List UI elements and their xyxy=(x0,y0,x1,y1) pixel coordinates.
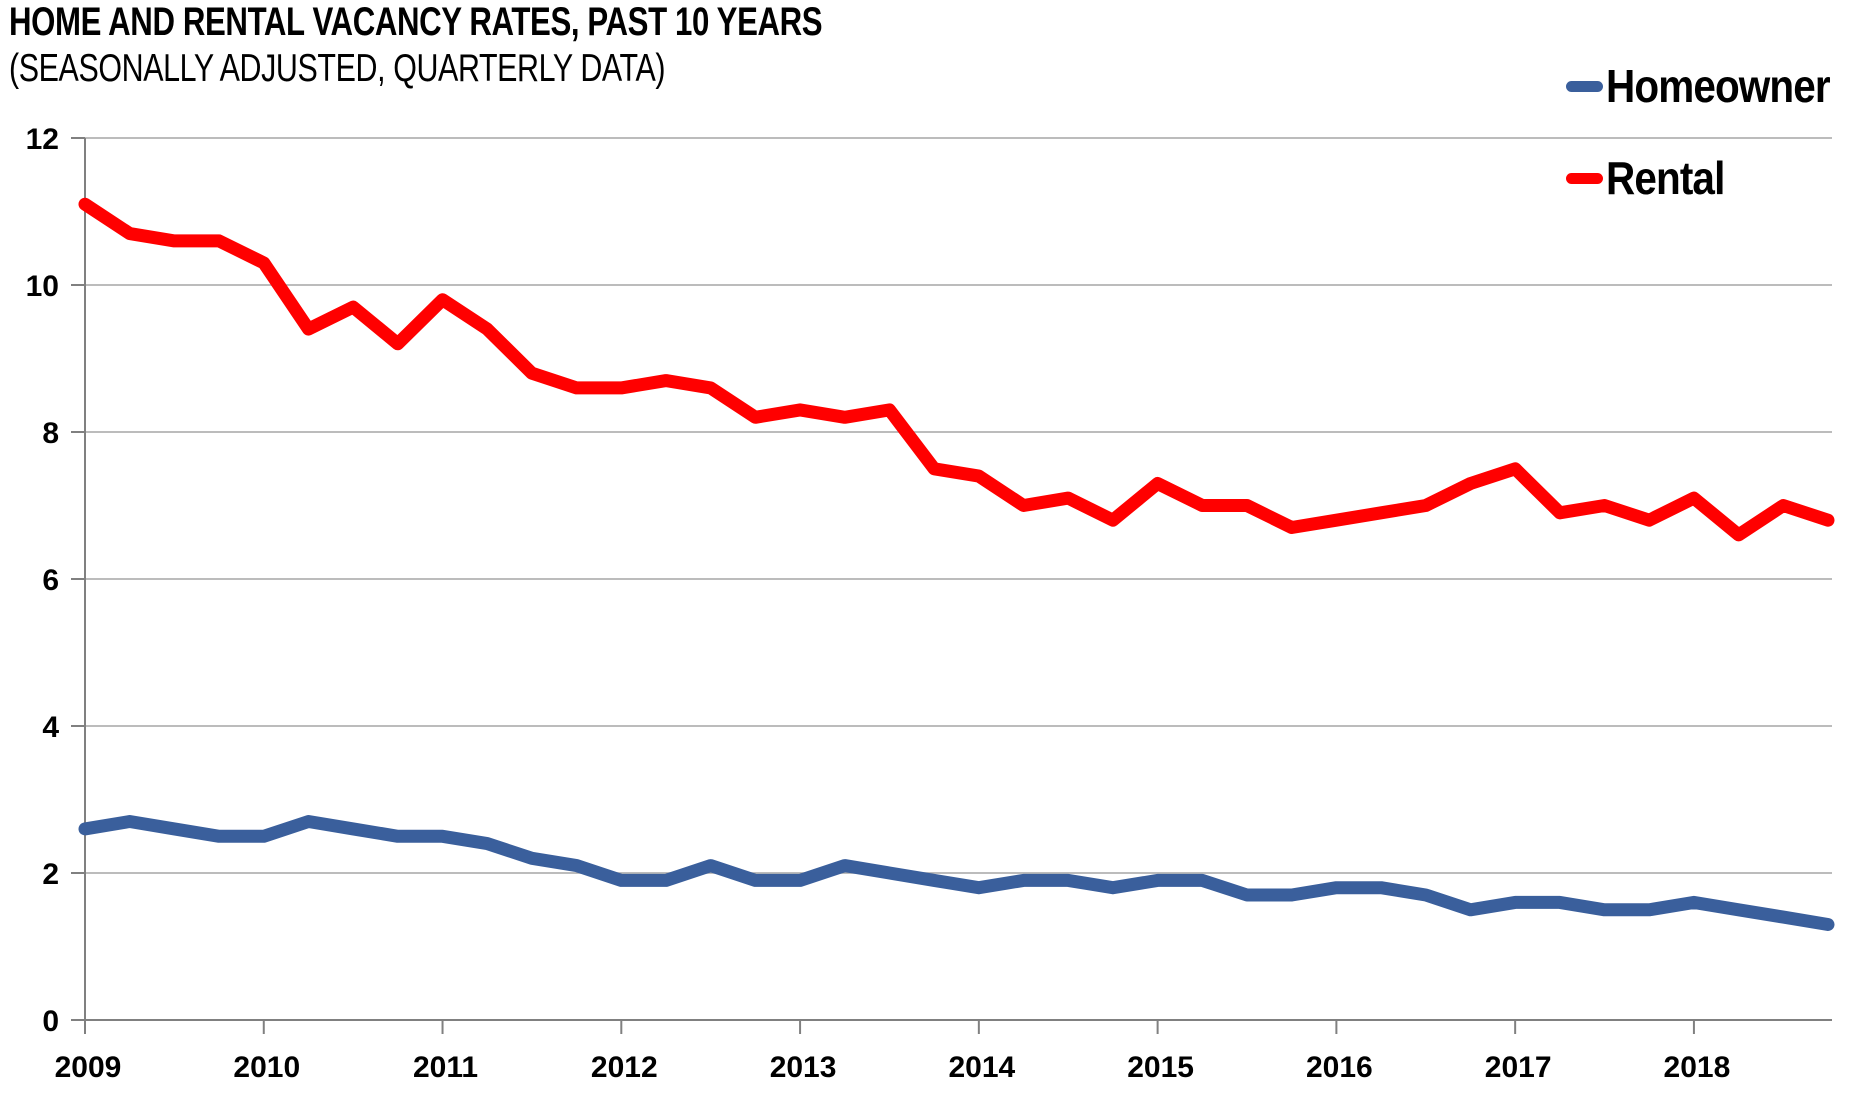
x-tick-label: 2009 xyxy=(55,1051,122,1084)
rental-line-swatch xyxy=(1566,172,1603,184)
x-tick-label: 2010 xyxy=(233,1051,300,1084)
x-tick-label: 2014 xyxy=(948,1051,1015,1084)
legend: Homeowner Rental xyxy=(1566,60,1873,244)
y-tick-label: 2 xyxy=(42,858,59,891)
y-tick-label: 6 xyxy=(42,564,59,597)
homeowner-line-swatch xyxy=(1566,80,1603,92)
x-tick-label: 2015 xyxy=(1127,1051,1194,1084)
y-tick-label: 10 xyxy=(26,270,59,303)
rental-line xyxy=(78,197,1835,542)
legend-item-homeowner: Homeowner xyxy=(1566,60,1873,112)
x-tick-label: 2017 xyxy=(1485,1051,1552,1084)
page-title: HOME AND RENTAL VACANCY RATES, PAST 10 Y… xyxy=(9,0,823,44)
legend-label-rental: Rental xyxy=(1606,152,1725,204)
x-tick-label: 2018 xyxy=(1664,1051,1731,1084)
y-tick-label: 4 xyxy=(42,711,59,744)
homeowner-line xyxy=(78,815,1835,931)
page-subtitle: (SEASONALLY ADJUSTED, QUARTERLY DATA) xyxy=(9,47,666,90)
x-tick-label: 2013 xyxy=(770,1051,837,1084)
y-tick-label: 0 xyxy=(42,1005,59,1038)
y-tick-label: 12 xyxy=(26,123,59,156)
x-tick-label: 2016 xyxy=(1306,1051,1373,1084)
legend-item-rental: Rental xyxy=(1566,152,1873,204)
y-tick-label: 8 xyxy=(42,417,59,450)
x-tick-label: 2011 xyxy=(413,1051,478,1084)
x-tick-label: 2012 xyxy=(591,1051,658,1084)
legend-label-homeowner: Homeowner xyxy=(1606,60,1831,112)
